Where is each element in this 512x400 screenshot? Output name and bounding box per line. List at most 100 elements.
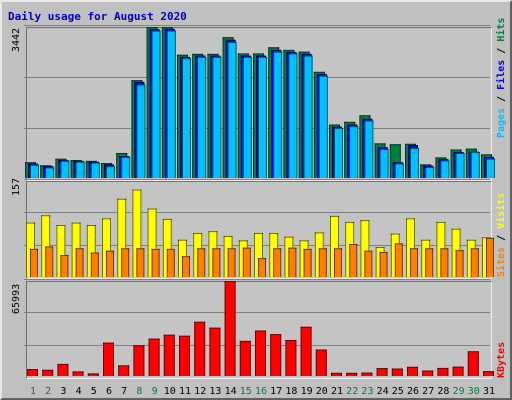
bar-pages-edge bbox=[440, 160, 450, 162]
bar-files-edge bbox=[256, 55, 257, 179]
bar-kbytes-edge bbox=[422, 370, 434, 372]
bar-pages bbox=[151, 30, 161, 179]
bar-hits bbox=[389, 144, 401, 178]
bar-files-edge bbox=[88, 161, 90, 178]
bar-kbytes-edge bbox=[204, 321, 206, 376]
bar-pages bbox=[136, 84, 146, 178]
bar-kbytes-edge bbox=[194, 321, 206, 323]
bar-kbytes bbox=[103, 342, 114, 376]
bar-visits-edge bbox=[466, 239, 476, 241]
bar-files-edge bbox=[134, 81, 145, 83]
bar-sites-edge bbox=[349, 243, 351, 277]
bar-visits-edge bbox=[64, 225, 66, 277]
day-label: 4 bbox=[76, 386, 82, 397]
bar-sites bbox=[288, 247, 297, 277]
bar-sites bbox=[318, 248, 327, 277]
bar-pages-edge bbox=[136, 84, 146, 86]
bar-pages-edge bbox=[470, 152, 472, 178]
bar-pages bbox=[227, 42, 237, 179]
bar-sites bbox=[379, 251, 388, 277]
bar-pages-edge bbox=[242, 56, 252, 58]
bar-kbytes-edge bbox=[57, 363, 59, 376]
bar-kbytes-edge bbox=[376, 368, 388, 370]
bar-sites bbox=[273, 248, 282, 277]
bar-kbytes-edge bbox=[452, 366, 454, 376]
bar-pages bbox=[364, 120, 374, 178]
bar-visits bbox=[360, 220, 370, 277]
bar-pages-edge bbox=[75, 161, 85, 163]
bar-pages-edge bbox=[90, 162, 92, 178]
day-label: 28 bbox=[437, 386, 449, 397]
bar-sites bbox=[136, 248, 145, 277]
bar-sites-edge bbox=[75, 248, 84, 250]
bar-pages-edge bbox=[197, 56, 199, 178]
day-label: 17 bbox=[270, 386, 282, 397]
bar-kbytes-edge bbox=[148, 338, 150, 376]
bar-visits-edge bbox=[482, 237, 491, 239]
bar-hits-edge bbox=[40, 165, 52, 167]
bar-pages-edge bbox=[394, 163, 396, 178]
bar-hits-edge bbox=[344, 121, 356, 123]
bar-visits-edge bbox=[262, 232, 263, 277]
bar-pages-edge bbox=[418, 148, 419, 178]
bar-kbytes-edge bbox=[391, 368, 403, 370]
bar-sites-edge bbox=[182, 256, 190, 258]
bar-files-edge bbox=[484, 156, 485, 178]
bar-sites-edge bbox=[113, 250, 114, 277]
bar-sites bbox=[242, 247, 251, 277]
bar-sites-edge bbox=[334, 248, 335, 277]
bar-files-edge bbox=[271, 49, 282, 51]
bar-kbytes-edge bbox=[97, 373, 99, 376]
bar-visits-edge bbox=[254, 232, 255, 277]
bar-pages-edge bbox=[410, 148, 419, 150]
bar-pages bbox=[470, 152, 480, 178]
bar-pages bbox=[334, 127, 343, 178]
bar-visits-edge bbox=[451, 228, 461, 230]
bar-kbytes bbox=[163, 334, 175, 376]
bar-kbytes-edge bbox=[239, 340, 251, 342]
bar-pages bbox=[182, 58, 191, 178]
bar-sites-edge bbox=[394, 243, 396, 277]
bar-pages-edge bbox=[60, 160, 62, 178]
bar-hits-edge bbox=[131, 80, 133, 178]
bar-visits bbox=[406, 218, 415, 277]
bar-hits-edge bbox=[399, 144, 401, 178]
bar-kbytes bbox=[422, 370, 434, 376]
bar-pages-edge bbox=[53, 167, 55, 178]
bar-kbytes-edge bbox=[462, 366, 464, 376]
bar-sites-edge bbox=[394, 243, 403, 245]
bar-pages-edge bbox=[342, 127, 343, 178]
day-label: 26 bbox=[407, 386, 419, 397]
bar-pages bbox=[30, 164, 39, 178]
bar-visits-edge bbox=[102, 218, 103, 277]
bar-kbytes-edge bbox=[128, 365, 130, 376]
bar-files-edge bbox=[164, 28, 175, 30]
bar-sites-edge bbox=[166, 248, 175, 250]
bar-hits-edge bbox=[192, 53, 204, 55]
day-label: 21 bbox=[331, 386, 343, 397]
bar-pages-edge bbox=[182, 58, 183, 178]
bar-kbytes-edge bbox=[467, 351, 469, 376]
bar-pages bbox=[258, 56, 267, 178]
bar-kbytes bbox=[285, 340, 297, 376]
bar-pages-edge bbox=[326, 75, 328, 178]
bar-kbytes bbox=[300, 326, 312, 376]
bar-pages-edge bbox=[114, 166, 115, 178]
bar-pages-edge bbox=[364, 120, 374, 122]
bar-sites-edge bbox=[280, 248, 282, 277]
day-label: 20 bbox=[316, 386, 328, 397]
bar-sites-edge bbox=[440, 248, 442, 277]
bar-kbytes-edge bbox=[37, 369, 38, 376]
bar-kbytes-edge bbox=[163, 334, 175, 336]
bar-hits-edge bbox=[55, 158, 57, 178]
bar-sites-edge bbox=[258, 258, 259, 277]
bar-files-edge bbox=[316, 74, 318, 178]
bar-kbytes bbox=[179, 335, 190, 376]
bar-pages-edge bbox=[288, 53, 290, 178]
bar-pages-edge bbox=[394, 163, 404, 165]
bar-kbytes bbox=[467, 351, 479, 376]
bar-visits-edge bbox=[125, 198, 127, 277]
bar-kbytes-edge bbox=[437, 367, 439, 376]
bar-sites bbox=[45, 246, 54, 277]
bar-files-edge bbox=[301, 53, 312, 55]
